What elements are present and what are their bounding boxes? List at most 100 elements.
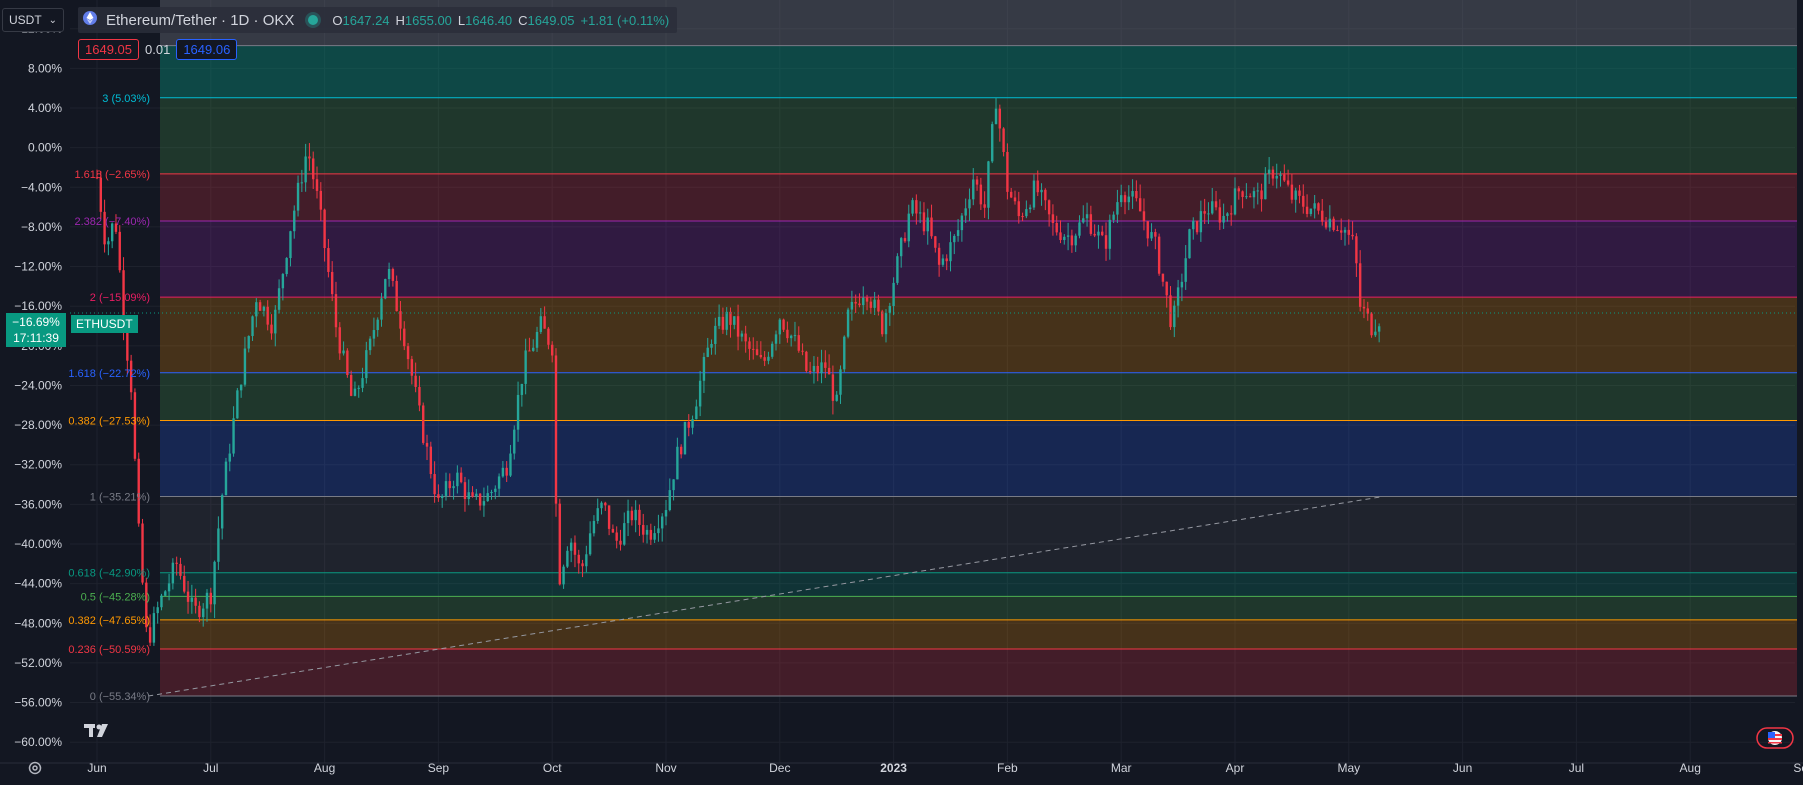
candle-body: [330, 271, 334, 295]
candle-body: [808, 370, 812, 372]
candle-body: [524, 350, 527, 384]
candle-body: [1248, 196, 1252, 198]
candle-body: [171, 562, 175, 584]
candle-body: [539, 316, 543, 332]
candle-body: [672, 479, 675, 491]
candle-body: [338, 327, 341, 354]
candle-body: [604, 502, 607, 506]
candle-body: [1070, 235, 1074, 246]
candle-body: [566, 550, 569, 567]
y-tick-label: −8.00%: [21, 220, 62, 234]
candle-body: [645, 529, 649, 535]
candle-body: [243, 348, 247, 385]
fib-level-label: 1.618 (−2.65%): [74, 169, 150, 181]
x-tick-label: May: [1337, 761, 1360, 775]
candle-body: [1218, 207, 1222, 223]
candle-body: [1036, 180, 1039, 193]
candle-body: [695, 406, 698, 420]
currency-select[interactable]: USDT ⌄: [2, 8, 64, 32]
symbol-title: Ethereum/Tether · 1D · OKX: [106, 11, 295, 29]
candle-body: [1203, 211, 1206, 214]
candle-body: [1176, 287, 1180, 306]
candle-body: [649, 529, 653, 540]
x-tick-label: Jun: [87, 761, 106, 775]
candle-body: [1252, 191, 1256, 198]
candle-body: [1230, 213, 1233, 215]
candle-body: [801, 350, 804, 352]
candle-body: [129, 360, 133, 393]
candle-body: [418, 386, 421, 406]
candle-body: [642, 524, 645, 535]
candle-body: [664, 510, 668, 517]
candle-body: [175, 562, 178, 564]
candle-body: [403, 328, 406, 347]
fib-band: [160, 45, 1797, 98]
candle-body: [824, 362, 827, 368]
candle-body: [1161, 273, 1165, 282]
candle-body: [1180, 281, 1184, 288]
candle-body: [653, 533, 656, 540]
candle-body: [1097, 231, 1100, 236]
fib-level-label: 1.618 (−22.72%): [68, 368, 150, 380]
candle-body: [1047, 200, 1051, 215]
candle-body: [1374, 331, 1377, 336]
fib-level-label: 0.382 (−27.53%): [68, 415, 150, 427]
ethereum-logo-icon: [82, 10, 98, 30]
candle-body: [95, 177, 99, 179]
candle-body: [141, 523, 144, 583]
candle-body: [349, 375, 353, 396]
candle-body: [1343, 229, 1347, 233]
candle-body: [903, 238, 907, 242]
candle-body: [619, 540, 622, 545]
y-tick-label: −16.00%: [14, 299, 62, 313]
candle-body: [1142, 211, 1146, 222]
candle-body: [661, 516, 664, 529]
candle-body: [991, 124, 994, 162]
candle-body: [346, 350, 349, 376]
candle-body: [1233, 188, 1237, 215]
x-tick-label: Apr: [1226, 761, 1245, 775]
symbol-legend[interactable]: Ethereum/Tether · 1D · OKX O1647.24 H165…: [78, 7, 678, 33]
y-tick-label: −44.00%: [14, 577, 62, 591]
candle-body: [1085, 214, 1089, 219]
x-tick-label: Aug: [1680, 761, 1701, 775]
buy-button[interactable]: 1649.06: [176, 39, 238, 60]
tradingview-logo-icon[interactable]: [84, 722, 114, 743]
candle-body: [543, 316, 546, 329]
x-tick-label: Jul: [203, 761, 218, 775]
fib-level-label: 0.5 (−45.28%): [81, 591, 150, 603]
sell-button[interactable]: 1649.05: [78, 39, 139, 60]
spread-value: 0.01: [145, 42, 171, 57]
candle-body: [1021, 216, 1024, 218]
candle-body: [437, 494, 440, 499]
candle-body: [535, 331, 539, 348]
candle-body: [342, 350, 345, 354]
candle-body: [1321, 210, 1324, 222]
candle-body: [899, 238, 903, 257]
candle-body: [979, 184, 983, 205]
price-change: +1.81 (+0.11%): [580, 12, 670, 28]
candle-body: [964, 208, 967, 216]
candle-body: [239, 384, 243, 391]
x-tick-label: Sep: [1793, 761, 1803, 775]
candle-body: [827, 367, 831, 375]
candle-body: [744, 333, 747, 342]
gear-icon[interactable]: [27, 760, 43, 776]
candle-body: [698, 380, 702, 407]
candle-body: [1082, 218, 1085, 223]
candle-body: [285, 258, 288, 275]
us-flag-icon[interactable]: [1756, 727, 1794, 754]
candle-body: [486, 493, 489, 502]
candle-body: [805, 351, 808, 371]
candle-body: [596, 508, 599, 521]
candle-body: [327, 248, 330, 272]
candle-body: [277, 288, 281, 310]
candle-body: [1211, 201, 1214, 214]
candle-body: [1051, 214, 1055, 223]
candle-body: [1241, 191, 1244, 197]
candle-body: [1377, 326, 1381, 332]
candle-body: [448, 481, 451, 489]
candle-body: [858, 303, 861, 306]
